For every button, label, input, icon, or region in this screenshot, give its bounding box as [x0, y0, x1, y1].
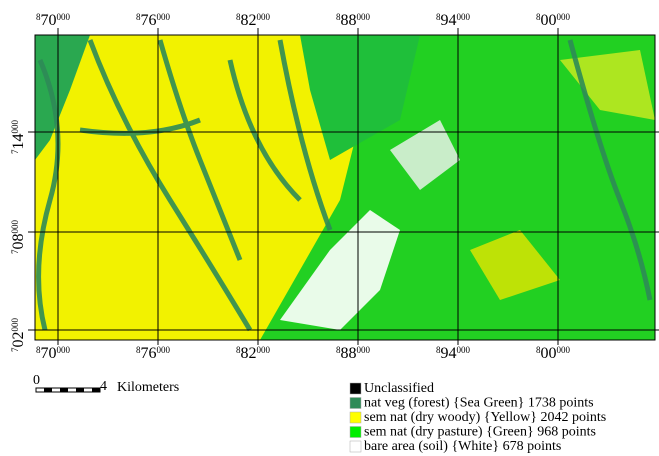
- grid-label: 876000: [136, 345, 171, 362]
- legend-swatch: [349, 411, 362, 424]
- grid-label: 894000: [436, 345, 471, 362]
- legend-swatch: [349, 426, 362, 438]
- label-prefix: 8: [236, 12, 241, 22]
- scale-start: 0: [33, 373, 40, 388]
- map-grid: 8700008700008760008760008820008820008880…: [10, 12, 659, 362]
- label-prefix: 8: [436, 345, 441, 355]
- label-main: 76: [141, 12, 157, 29]
- grid-label: 714000: [10, 120, 27, 155]
- label-suffix: 000: [10, 318, 20, 332]
- grid-label: 800000: [536, 345, 571, 362]
- label-suffix: 000: [257, 12, 271, 22]
- label-prefix: 8: [136, 12, 141, 22]
- label-main: 82: [241, 12, 257, 29]
- label-prefix: 8: [536, 345, 541, 355]
- legend-label: sem nat (dry pasture) {Green} 968 points: [364, 425, 596, 440]
- label-suffix: 000: [57, 345, 71, 355]
- label-main: 82: [241, 345, 257, 362]
- label-main: 88: [341, 345, 357, 362]
- legend-label: bare area (soil) {White} 678 points: [364, 439, 561, 454]
- map-frame: [34, 34, 656, 341]
- label-main: 76: [141, 345, 157, 362]
- label-suffix: 000: [10, 120, 20, 134]
- legend-label: Unclassified: [364, 381, 434, 396]
- label-main: 94: [441, 12, 457, 29]
- label-prefix: 8: [536, 12, 541, 22]
- label-suffix: 000: [157, 345, 171, 355]
- label-suffix: 000: [257, 345, 271, 355]
- label-suffix: 000: [457, 12, 471, 22]
- legend-label: sem nat (dry woody) {Yellow} 2042 points: [364, 410, 606, 425]
- grid-label: 882000: [236, 345, 271, 362]
- grid-label: 894000: [436, 12, 471, 29]
- label-suffix: 000: [557, 12, 571, 22]
- grid-label: 888000: [336, 345, 371, 362]
- label-main: 70: [41, 12, 57, 29]
- label-prefix: 8: [36, 12, 41, 22]
- grid-label: 702000: [10, 318, 27, 353]
- legend-swatch: [349, 382, 362, 395]
- label-main: 00: [541, 12, 557, 29]
- label-suffix: 000: [57, 12, 71, 22]
- label-prefix: 8: [136, 345, 141, 355]
- legend-swatch: [349, 440, 362, 453]
- grid-label: 876000: [136, 12, 171, 29]
- scale-end: 4: [100, 379, 107, 394]
- label-suffix: 000: [457, 345, 471, 355]
- scale-unit: Kilometers: [117, 380, 179, 395]
- label-main: 08: [10, 234, 27, 250]
- map-image: [35, 35, 655, 340]
- label-suffix: 000: [357, 12, 371, 22]
- label-main: 14: [10, 134, 27, 150]
- label-prefix: 8: [236, 345, 241, 355]
- grid-label: 870000: [36, 12, 71, 29]
- label-prefix: 7: [10, 347, 20, 352]
- label-main: 88: [341, 12, 357, 29]
- grid-label: 708000: [10, 220, 27, 255]
- label-suffix: 000: [357, 345, 371, 355]
- label-main: 94: [441, 345, 457, 362]
- legend-label: nat veg (forest) {Sea Green} 1738 points: [364, 396, 594, 411]
- grid-label: 888000: [336, 12, 371, 29]
- label-prefix: 8: [36, 345, 41, 355]
- label-prefix: 8: [336, 345, 341, 355]
- label-suffix: 000: [10, 220, 20, 234]
- grid-label: 800000: [536, 12, 571, 29]
- label-prefix: 7: [10, 249, 20, 254]
- label-prefix: 8: [336, 12, 341, 22]
- label-prefix: 8: [436, 12, 441, 22]
- grid-label: 870000: [36, 345, 71, 362]
- label-main: 02: [10, 332, 27, 348]
- label-suffix: 000: [157, 12, 171, 22]
- label-main: 70: [41, 345, 57, 362]
- label-main: 00: [541, 345, 557, 362]
- label-prefix: 7: [10, 149, 20, 154]
- label-suffix: 000: [557, 345, 571, 355]
- scale-bar: 0 4 Kilometers: [33, 373, 179, 395]
- grid-label: 882000: [236, 12, 271, 29]
- legend-swatch: [349, 397, 362, 409]
